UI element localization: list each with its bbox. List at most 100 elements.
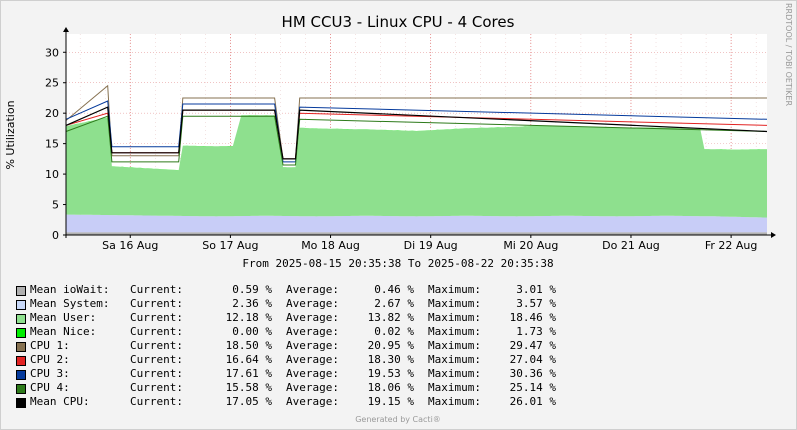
rrdtool-side-label: RRDTOOL / TOBI OETIKER	[784, 3, 793, 106]
current-value: 16.64 %	[225, 353, 272, 366]
legend-label: CPU 3:	[30, 367, 70, 380]
maximum-label: Maximum:	[428, 297, 481, 310]
average-value: 18.30 %	[367, 353, 414, 366]
maximum-value: 29.47 %	[509, 339, 556, 352]
x-tick-label: So 17 Aug	[202, 239, 258, 252]
maximum-label: Maximum:	[428, 353, 481, 366]
average-label: Average:	[286, 395, 339, 408]
y-tick-label: 0	[52, 229, 59, 242]
maximum-value: 18.46 %	[509, 311, 556, 324]
average-label: Average:	[286, 297, 339, 310]
legend-swatch	[16, 314, 26, 324]
average-label: Average:	[286, 339, 339, 352]
maximum-value: 3.57 %	[516, 297, 556, 310]
average-value: 20.95 %	[367, 339, 414, 352]
maximum-value: 25.14 %	[509, 381, 556, 394]
average-label: Average:	[286, 381, 339, 394]
average-label: Average:	[286, 353, 339, 366]
legend-row: Mean ioWait: Current: 0.59 % Average: 0.46 %…	[16, 283, 797, 297]
current-label: Current:	[130, 339, 183, 352]
legend-row: Mean CPU: Current: 17.05 % Average: 19.15 % M…	[16, 395, 797, 409]
current-value: 17.05 %	[225, 395, 272, 408]
maximum-label: Maximum:	[428, 381, 481, 394]
x-tick-label: Di 19 Aug	[404, 239, 458, 252]
average-value: 18.06 %	[367, 381, 414, 394]
average-value: 13.82 %	[367, 311, 414, 324]
average-value: 19.53 %	[367, 367, 414, 380]
legend-label: CPU 4:	[30, 381, 70, 394]
generated-by-footer: Generated by Cacti®	[355, 415, 441, 424]
current-label: Current:	[130, 353, 183, 366]
chart-title: HM CCU3 - Linux CPU - 4 Cores	[282, 13, 515, 31]
time-range-text: From 2025-08-15 20:35:38 To 2025-08-22 2…	[242, 257, 553, 270]
maximum-label: Maximum:	[428, 283, 481, 296]
legend-row: CPU 1: Current: 18.50 % Average: 20.95 % Maxi…	[16, 339, 797, 353]
maximum-label: Maximum:	[428, 325, 481, 338]
maximum-value: 26.01 %	[509, 395, 556, 408]
x-tick-label: Mi 20 Aug	[503, 239, 558, 252]
x-tick-label: Sa 16 Aug	[102, 239, 158, 252]
legend-swatch	[16, 398, 26, 408]
legend-row: Mean User: Current: 12.18 % Average: 13.82 %…	[16, 311, 797, 325]
legend-swatch	[16, 342, 26, 352]
average-value: 0.46 %	[374, 283, 414, 296]
legend-swatch	[16, 370, 26, 380]
maximum-value: 3.01 %	[516, 283, 556, 296]
stacked-areas	[66, 115, 767, 235]
y-tick-label: 15	[45, 138, 59, 151]
average-value: 2.67 %	[374, 297, 414, 310]
current-label: Current:	[130, 311, 183, 324]
average-label: Average:	[286, 311, 339, 324]
legend-swatch	[16, 286, 26, 296]
legend-label: Mean Nice:	[30, 325, 97, 338]
average-label: Average:	[286, 367, 339, 380]
current-label: Current:	[130, 325, 183, 338]
maximum-value: 30.36 %	[509, 367, 556, 380]
average-label: Average:	[286, 283, 339, 296]
y-tick-label: 25	[45, 77, 59, 90]
legend-swatch	[16, 356, 26, 366]
average-label: Average:	[286, 325, 339, 338]
legend-row: CPU 2: Current: 16.64 % Average: 18.30 % Maxi…	[16, 353, 797, 367]
current-label: Current:	[130, 283, 183, 296]
legend-swatch	[16, 384, 26, 394]
maximum-label: Maximum:	[428, 339, 481, 352]
y-tick-label: 10	[45, 168, 59, 181]
x-axis-arrow	[771, 232, 776, 238]
y-tick-label: 20	[45, 107, 59, 120]
area-mean-iowait	[66, 232, 767, 235]
y-axis-label: % Utilization	[4, 100, 17, 169]
maximum-label: Maximum:	[428, 367, 481, 380]
y-tick-label: 5	[52, 199, 59, 212]
current-value: 15.58 %	[225, 381, 272, 394]
cpu-lines	[65, 84, 768, 166]
line-mean-cpu	[65, 106, 768, 160]
legend-row: CPU 3: Current: 17.61 % Average: 19.53 % Maxi…	[16, 367, 797, 381]
current-label: Current:	[130, 367, 183, 380]
current-value: 17.61 %	[225, 367, 272, 380]
legend-swatch	[16, 300, 26, 310]
legend-label: Mean User:	[30, 311, 97, 324]
average-value: 19.15 %	[367, 395, 414, 408]
y-ticks: 0 5 10 15 20 25 30	[45, 46, 66, 242]
maximum-value: 1.73 %	[516, 325, 556, 338]
current-label: Current:	[130, 297, 183, 310]
current-value: 12.18 %	[225, 311, 272, 324]
legend-swatch	[16, 328, 26, 338]
y-axis-arrow	[63, 27, 69, 32]
area-mean-system	[66, 214, 767, 233]
current-value: 0.59 %	[232, 283, 272, 296]
maximum-label: Maximum:	[428, 395, 481, 408]
x-ticks: Sa 16 Aug So 17 Aug Mo 18 Aug Di 19 Aug Mi 2…	[102, 235, 757, 252]
average-value: 0.02 %	[374, 325, 414, 338]
current-label: Current:	[130, 395, 183, 408]
legend-row: CPU 4: Current: 15.58 % Average: 18.06 % Maxi…	[16, 381, 797, 395]
legend-label: CPU 1:	[30, 339, 70, 352]
area-mean-user	[66, 115, 767, 218]
x-tick-label: Fr 22 Aug	[705, 239, 758, 252]
current-value: 2.36 %	[232, 297, 272, 310]
current-label: Current:	[130, 381, 183, 394]
x-tick-label: Mo 18 Aug	[301, 239, 360, 252]
maximum-label: Maximum:	[428, 311, 481, 324]
